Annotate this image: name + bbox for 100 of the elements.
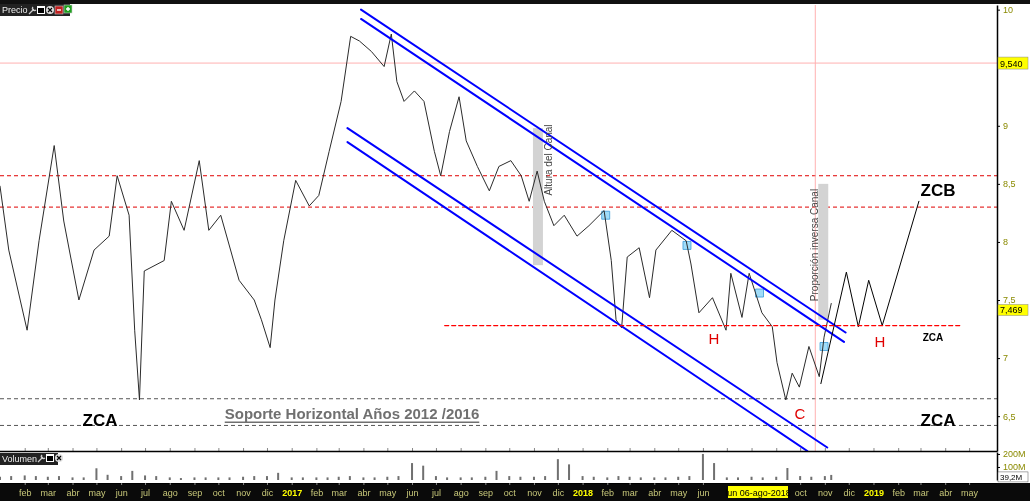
annotation: H (708, 329, 720, 347)
x-tick-label: nov (818, 488, 834, 499)
bar (290, 477, 293, 480)
bar (830, 474, 833, 480)
bar (217, 477, 220, 480)
annotation: ZCA (922, 331, 944, 343)
bar (495, 470, 498, 480)
chart-title: Precio (2, 5, 28, 15)
bar (736, 477, 739, 480)
bar (823, 476, 826, 480)
x-tick-label: mar (331, 488, 347, 499)
bar (34, 476, 37, 480)
bar (95, 468, 98, 480)
x-tick-label: jun (696, 488, 710, 499)
x-tick-label: mar (622, 488, 638, 499)
y-tick-label: 200M (1003, 449, 1026, 460)
bar (799, 476, 802, 480)
x-tick-label: may (88, 488, 106, 499)
x-tick-label: jun (405, 488, 419, 499)
x-tick-label: jul (140, 488, 151, 499)
x-tick-label: ago (162, 488, 178, 499)
bar (508, 476, 511, 480)
line-series (820, 200, 920, 385)
y-tick-label: 6,5 (1003, 411, 1016, 422)
bar (786, 468, 789, 480)
x-tick-label: dic (261, 488, 274, 499)
annotation: Altura del Canal (542, 124, 554, 196)
y-tick-label: 8,5 (1003, 179, 1016, 190)
x-tick-label: abr (939, 488, 953, 499)
x-tick-label: 2018 (573, 488, 594, 499)
bar (348, 476, 351, 480)
x-tick-label: 2017 (282, 488, 303, 499)
value-tag: 39,2M (997, 471, 1029, 483)
bar (82, 477, 85, 480)
bar (434, 476, 437, 480)
bar (397, 476, 400, 480)
bar (459, 477, 462, 480)
y-tick-label: 7 (1003, 353, 1009, 364)
x-tick-label: abr (648, 488, 662, 499)
bar (10, 476, 13, 480)
x-tick-label: may (379, 488, 397, 499)
x-tick-label: ago (453, 488, 469, 499)
chart-title: Volumen (2, 454, 38, 464)
bar (277, 472, 280, 480)
bar (168, 477, 171, 480)
bar (411, 463, 414, 480)
x-tick-label: abr (66, 488, 80, 499)
x-tick-label: sep (478, 488, 494, 499)
bar (725, 477, 728, 480)
bar (688, 476, 691, 480)
annotation: C (794, 404, 806, 422)
x-tick-label: dic (552, 488, 565, 499)
bar (701, 453, 704, 480)
bar (606, 477, 609, 480)
bar (57, 476, 60, 480)
bar (373, 477, 376, 480)
point (755, 288, 764, 298)
bar (106, 474, 109, 480)
annotation: H (874, 332, 886, 350)
bar (265, 476, 268, 480)
bar (253, 476, 256, 480)
value-tag: 9,540 (997, 56, 1029, 70)
bar (362, 477, 365, 480)
bar (204, 477, 207, 480)
value-tag: 7,469 (997, 304, 1029, 316)
bar (544, 476, 547, 480)
y-tick-label: 100M (1003, 462, 1026, 473)
bar (581, 476, 584, 480)
bar (155, 476, 158, 480)
bar (653, 477, 656, 480)
x-tick-label: jun (114, 488, 128, 499)
bar (664, 477, 667, 480)
bar (326, 477, 329, 480)
bar (23, 475, 26, 480)
bar (71, 477, 74, 480)
y-tick-label: 7,5 (1003, 295, 1016, 306)
bar (422, 465, 425, 480)
x-tick-label: oct (212, 488, 226, 499)
x-tick-label: oct (794, 488, 808, 499)
bar (713, 463, 716, 480)
x-tick-label: feb (310, 488, 324, 499)
annotation: ZCB (920, 180, 956, 200)
annotation: ZCA (82, 410, 118, 430)
bar (315, 477, 318, 480)
bar (639, 477, 642, 480)
bar (120, 476, 123, 480)
annotation: Soporte Horizontal Años 2012 /2016 (224, 404, 480, 422)
x-tick-label: may (670, 488, 688, 499)
x-tick-label: nov (527, 488, 543, 499)
x-tick-label: nov (236, 488, 252, 499)
bar (470, 477, 473, 480)
bar (193, 477, 196, 480)
x-tick-label: dic (843, 488, 856, 499)
line-series (0, 33, 832, 401)
y-tick-label: 9 (1003, 121, 1009, 132)
y-tick-label: 10 (1003, 5, 1014, 16)
x-tick-label: 2019 (863, 488, 884, 499)
annotation: Proporción inversa Canal (808, 188, 820, 302)
x-tick-label: oct (503, 488, 517, 499)
bar (446, 477, 449, 480)
